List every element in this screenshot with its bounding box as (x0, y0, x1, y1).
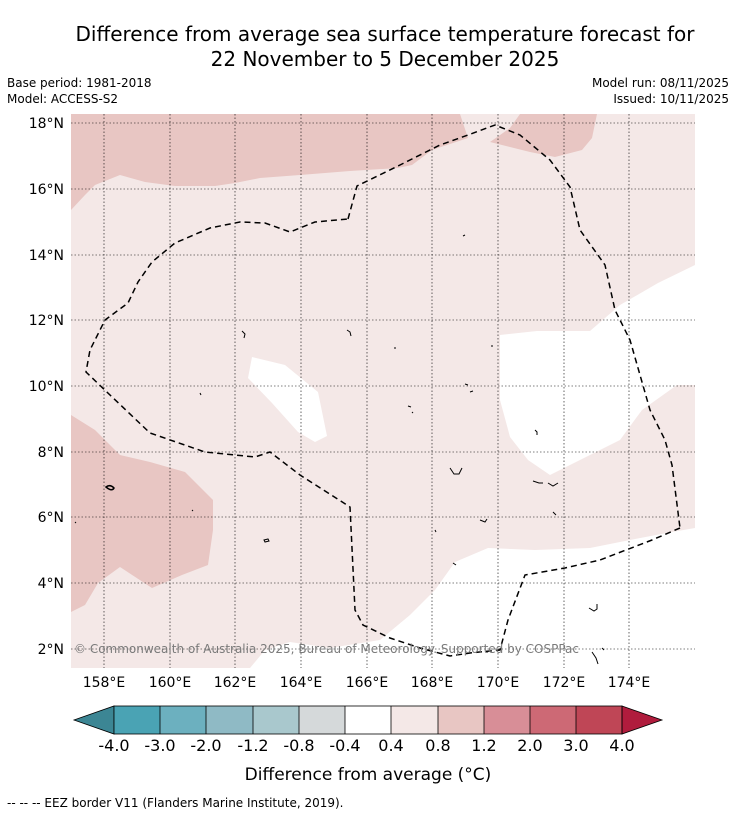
colorbar-bin (484, 706, 530, 734)
colorbar-bin (253, 706, 299, 734)
colorbar-tick: 1.2 (471, 736, 496, 755)
issued-date: Issued: 10/11/2025 (613, 92, 729, 106)
anomaly-neutral-east (500, 265, 695, 475)
island-markers (74, 234, 605, 665)
title-line-2: 22 November to 5 December 2025 (210, 47, 560, 71)
lat-label: 14°N (29, 248, 64, 264)
colorbar-tick: -0.8 (283, 736, 314, 755)
colorbar-tick: 4.0 (609, 736, 634, 755)
colorbar-bin (345, 706, 391, 734)
lon-label: 160°E (149, 675, 192, 691)
graticule (71, 114, 695, 668)
map-title: Difference from average sea surface temp… (40, 22, 730, 72)
anomaly-region-northeast (490, 114, 597, 157)
lon-labels: 158°E 160°E 162°E 164°E 166°E 168°E 170°… (83, 675, 651, 691)
colorbar-bin (114, 706, 160, 734)
lon-label: 170°E (477, 675, 520, 691)
colorbar-tick: 0.8 (425, 736, 450, 755)
colorbar: -4.0 -3.0 -2.0 -1.2 -0.8 -0.4 0.4 0.8 1.… (72, 705, 664, 785)
meta-right: Model run: 08/11/2025 Issued: 10/11/2025 (592, 75, 729, 107)
colorbar-tick: -2.0 (190, 736, 221, 755)
copyright-notice: © Commonwealth of Australia 2025, Bureau… (74, 642, 579, 656)
lat-label: 4°N (38, 576, 64, 592)
colorbar-bin (391, 706, 438, 734)
colorbar-tick: 0.4 (378, 736, 403, 755)
map-plot-area: © Commonwealth of Australia 2025, Bureau… (71, 114, 695, 668)
anomaly-region-west (71, 415, 213, 612)
colorbar-bin (160, 706, 206, 734)
model-name: Model: ACCESS-S2 (7, 92, 119, 106)
lon-label: 162°E (214, 675, 257, 691)
lon-label: 174°E (608, 675, 651, 691)
colorbar-tick: 3.0 (563, 736, 588, 755)
lat-label: 16°N (29, 182, 64, 198)
colorbar-tick: -0.4 (329, 736, 360, 755)
colorbar-bin (438, 706, 484, 734)
meta-left: Base period: 1981-2018 Model: ACCESS-S2 (7, 75, 152, 107)
lon-label: 172°E (543, 675, 586, 691)
colorbar-tick: -4.0 (98, 736, 129, 755)
colorbar-bin (206, 706, 253, 734)
colorbar-extend-low (72, 705, 115, 735)
eez-legend: -- -- -- EEZ border V11 (Flanders Marine… (7, 796, 344, 810)
colorbar-bin (299, 706, 345, 734)
colorbar-frame (113, 705, 623, 735)
eez-border (85, 124, 681, 657)
lat-label: 2°N (38, 642, 64, 658)
colorbar-ticks: -4.0 -3.0 -2.0 -1.2 -0.8 -0.4 0.4 0.8 1.… (98, 736, 634, 755)
model-run: Model run: 08/11/2025 (591, 76, 729, 90)
lat-label: 18°N (29, 116, 64, 132)
lon-label: 168°E (411, 675, 454, 691)
anomaly-region-north (71, 114, 468, 210)
colorbar-tick: -1.2 (237, 736, 268, 755)
lat-label: 12°N (29, 313, 64, 329)
colorbar-extend-high (621, 705, 664, 735)
lat-label: 8°N (38, 445, 64, 461)
colorbar-tick: 2.0 (517, 736, 542, 755)
colorbar-bin (530, 706, 576, 734)
title-line-1: Difference from average sea surface temp… (75, 22, 695, 46)
colorbar-tick: -3.0 (144, 736, 175, 755)
colorbar-label: Difference from average (°C) (245, 765, 492, 785)
anomaly-neutral-west (248, 357, 327, 442)
lon-label: 166°E (346, 675, 389, 691)
lon-label: 158°E (83, 675, 126, 691)
lat-labels: 18°N 16°N 14°N 12°N 10°N 8°N 6°N 4°N 2°N (29, 116, 64, 658)
base-period: Base period: 1981-2018 (7, 76, 152, 90)
lon-label: 164°E (280, 675, 323, 691)
lat-label: 6°N (38, 510, 64, 526)
colorbar-bin (576, 706, 622, 734)
lat-label: 10°N (29, 379, 64, 395)
